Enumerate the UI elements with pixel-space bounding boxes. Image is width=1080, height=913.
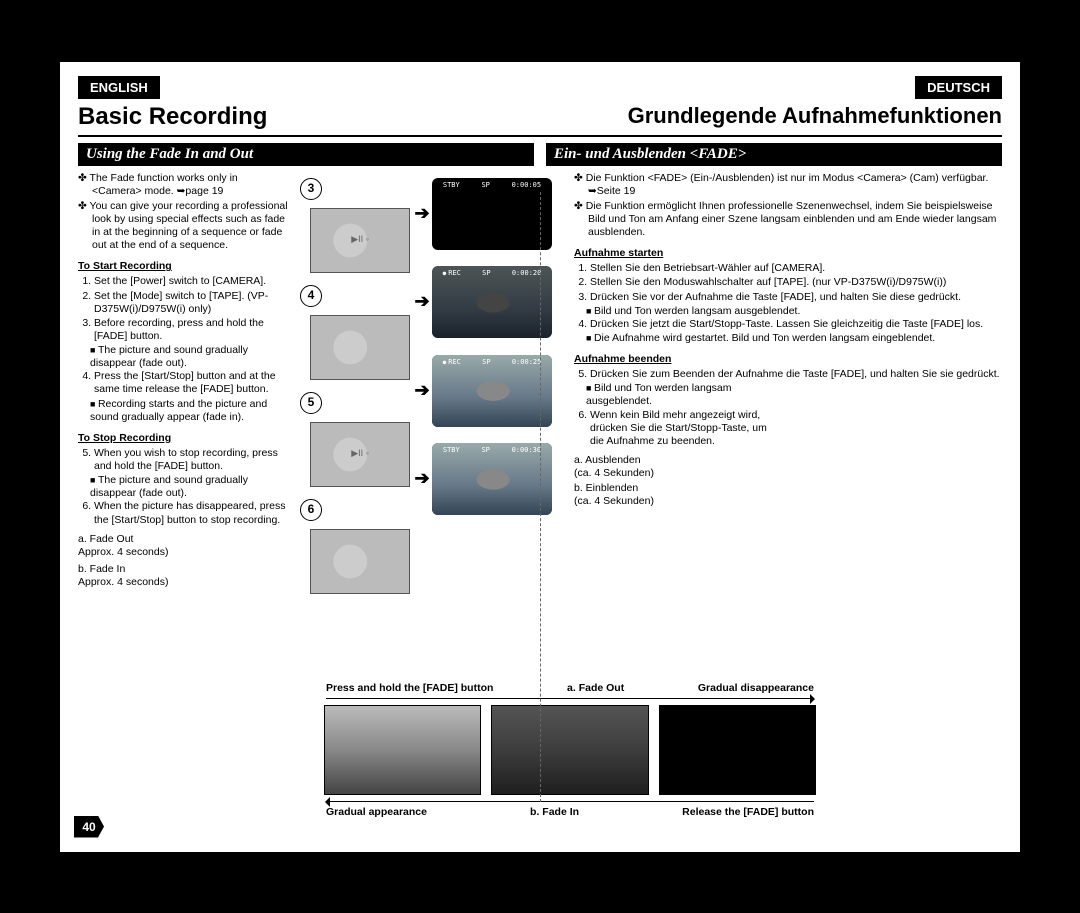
- step: Before recording, press and hold the [FA…: [94, 317, 288, 343]
- section-heading-en: Using the Fade In and Out: [78, 143, 534, 166]
- manual-page: ENGLISH DEUTSCH Basic Recording Grundleg…: [60, 62, 1020, 852]
- step: Set the [Power] switch to [CAMERA].: [94, 275, 288, 288]
- page-title-en: Basic Recording: [78, 103, 267, 131]
- arrow-icon: ➔: [362, 467, 482, 490]
- subheading-start: Aufnahme starten: [574, 247, 1002, 260]
- step: Drücken Sie jetzt die Start/Stopp-Taste.…: [590, 318, 1002, 331]
- step-note: Bild und Ton werden langsam ausgeblendet…: [586, 305, 1002, 318]
- fade-out-caption: a. Fade Out: [567, 682, 624, 694]
- section-heading-de: Ein- und Ausblenden <FADE>: [546, 143, 1002, 166]
- fade-in-label: b. Fade In: [78, 563, 125, 575]
- step: Drücken Sie zum Beenden der Aufnahme die…: [590, 368, 1002, 381]
- step: When you wish to stop recording, press a…: [94, 447, 288, 473]
- subheading-start: To Start Recording: [78, 260, 288, 273]
- gradual-appear-label: Gradual appearance: [326, 806, 427, 818]
- step-note: The picture and sound gradually disappea…: [90, 344, 288, 370]
- gradual-disappear-label: Gradual disappearance: [698, 682, 814, 694]
- step: Wenn kein Bild mehr angezeigt wird, drüc…: [590, 409, 779, 448]
- release-label: Release the [FADE] button: [682, 806, 814, 818]
- language-tabs: ENGLISH DEUTSCH: [78, 76, 1002, 99]
- fade-out-duration: (ca. 4 Sekunden): [574, 467, 654, 479]
- fade-out-label: a. Fade Out: [78, 533, 133, 545]
- arrow-icon: ➔: [362, 202, 482, 225]
- fade-thumb-black: [659, 705, 816, 795]
- subheading-stop: To Stop Recording: [78, 432, 288, 445]
- lang-deutsch: DEUTSCH: [915, 76, 1002, 99]
- step-note: Bild und Ton werden langsam ausgeblendet…: [586, 382, 779, 408]
- arrow-icon: ➔: [362, 379, 482, 402]
- press-hold-label: Press and hold the [FADE] button: [326, 682, 493, 694]
- camera-illustration: [310, 315, 410, 380]
- step: Press the [Start/Stop] button and at the…: [94, 370, 288, 396]
- german-column: Die Funktion <FADE> (Ein-/Ausblenden) is…: [564, 172, 1002, 600]
- fade-in-duration: (ca. 4 Sekunden): [574, 495, 654, 507]
- step: Drücken Sie vor der Aufnahme die Taste […: [590, 291, 1002, 304]
- subheading-stop: Aufnahme beenden: [574, 353, 1002, 366]
- camera-illustration: [310, 529, 410, 594]
- step-marker: 6: [300, 499, 322, 521]
- osd-column: STBYSP0:00:05 ➔ RECSP0:00:20 ➔ RECSP0:00…: [432, 172, 552, 600]
- step-note: The picture and sound gradually disappea…: [90, 474, 288, 500]
- intro-text: Die Funktion ermöglicht Ihnen profession…: [574, 200, 1002, 239]
- fade-out-duration: Approx. 4 seconds): [78, 546, 168, 558]
- fade-thumb-faded: [491, 705, 648, 795]
- intro-text: Die Funktion <FADE> (Ein-/Ausblenden) is…: [574, 172, 1002, 198]
- step: Stellen Sie den Moduswahlschalter auf [T…: [590, 276, 1002, 289]
- fade-in-label: b. Einblenden: [574, 482, 638, 494]
- column-divider: [540, 192, 541, 802]
- lang-english: ENGLISH: [78, 76, 160, 99]
- fade-in-duration: Approx. 4 seconds): [78, 576, 168, 588]
- step: Stellen Sie den Betriebsart-Wähler auf […: [590, 262, 1002, 275]
- step: When the picture has disappeared, press …: [94, 500, 288, 526]
- page-number: 40: [74, 816, 104, 838]
- fade-in-caption: b. Fade In: [530, 806, 579, 818]
- arrow-icon: ➔: [362, 290, 482, 313]
- step-marker: 5: [300, 392, 322, 414]
- intro-text: You can give your recording a profession…: [78, 200, 288, 253]
- step-note: Die Aufnahme wird gestartet. Bild und To…: [586, 332, 1002, 345]
- fade-out-label: a. Ausblenden: [574, 454, 641, 466]
- fade-thumb-full: [324, 705, 481, 795]
- intro-text: The Fade function works only in <Camera>…: [78, 172, 288, 198]
- english-column: The Fade function works only in <Camera>…: [78, 172, 288, 600]
- page-title-de: Grundlegende Aufnahmefunktionen: [628, 103, 1002, 131]
- fade-sequence: Press and hold the [FADE] button a. Fade…: [320, 678, 820, 818]
- step-marker: 4: [300, 285, 322, 307]
- step-marker: 3: [300, 178, 322, 200]
- step: Set the [Mode] switch to [TAPE]. (VP-D37…: [94, 290, 288, 316]
- step-note: Recording starts and the picture and sou…: [90, 398, 288, 424]
